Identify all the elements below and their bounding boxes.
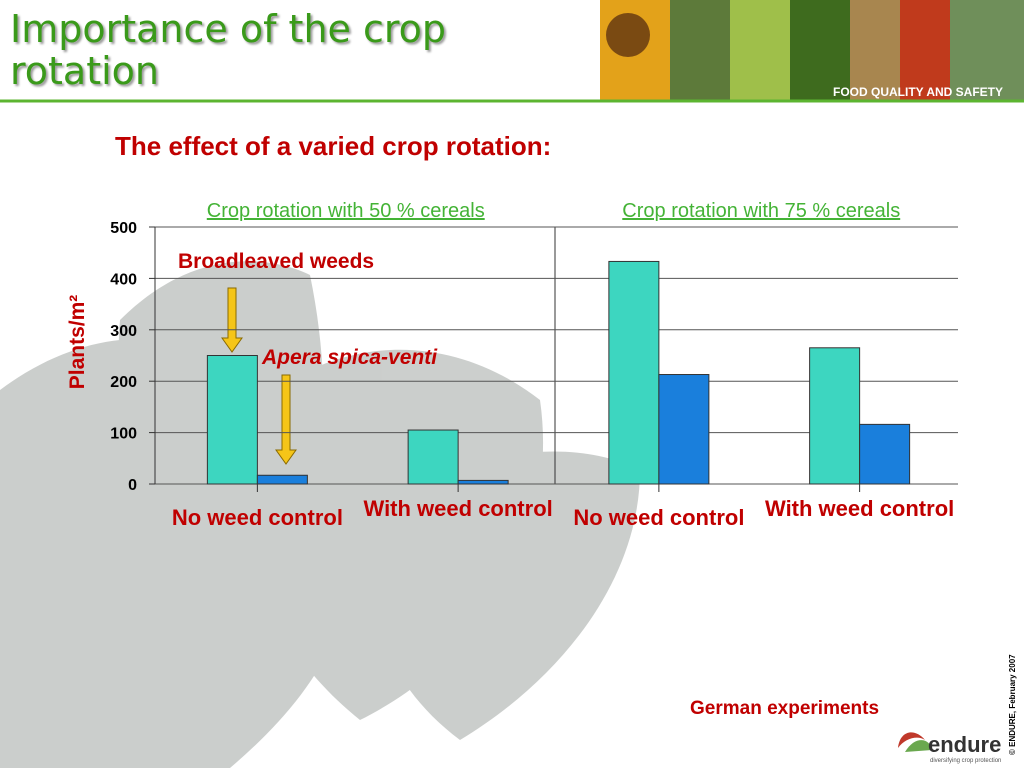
group-label: Crop rotation with 75 % cereals (622, 200, 901, 222)
bar (256, 474, 308, 485)
y-tick-label: 0 (128, 477, 137, 494)
x-tick-label: With weed control (363, 496, 553, 521)
bar (658, 374, 710, 485)
banner: FOOD QUALITY AND SAFETY (833, 85, 1003, 99)
bar (457, 479, 509, 485)
copyright: © ENDURE, February 2007 (1008, 654, 1017, 755)
legend-entry: Apera spica-venti (261, 346, 438, 369)
header-image: FOOD QUALITY AND SAFETY (600, 0, 1024, 100)
y-tick-label: 400 (110, 271, 137, 288)
note: German experiments (690, 698, 879, 719)
x-tick-label: No weed control (573, 505, 745, 530)
y-tick-label: 100 (110, 426, 137, 443)
y-axis-label: Plants/m² (66, 295, 89, 390)
bar (608, 260, 660, 485)
subtitle: The effect of a varied crop rotation: (115, 131, 551, 161)
bar (407, 429, 459, 485)
x-tick-label: With weed control (765, 496, 955, 521)
arrows (221, 287, 297, 465)
title: Importance of the crop rotation (10, 7, 447, 93)
logo-text: endure (928, 732, 1001, 757)
y-tick-label: 200 (110, 374, 137, 391)
bar (809, 347, 861, 485)
logo: endure diversifying crop protection (898, 732, 1001, 764)
y-tick-label: 500 (110, 220, 137, 237)
bar (859, 423, 911, 485)
logo-tagline: diversifying crop protection (930, 758, 1001, 764)
x-tick-label: No weed control (171, 505, 343, 530)
legend-entry: Broadleaved weeds (178, 250, 374, 273)
group-label: Crop rotation with 50 % cereals (206, 200, 485, 222)
background-leaves (0, 261, 640, 768)
y-tick-label: 300 (110, 323, 137, 340)
bar (206, 355, 258, 485)
